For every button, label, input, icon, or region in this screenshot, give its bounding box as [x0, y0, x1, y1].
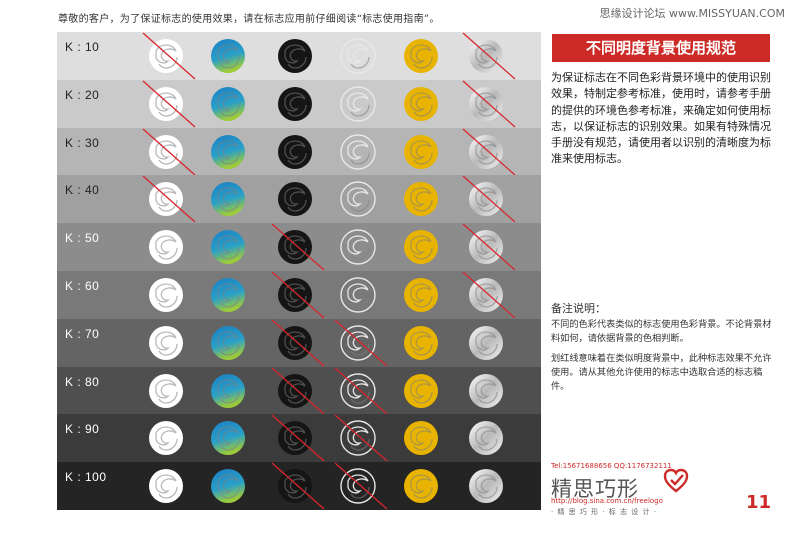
row-label: K : 60 — [65, 279, 100, 293]
row-label: K : 100 — [65, 470, 107, 485]
row-label: K : 20 — [65, 87, 100, 102]
logo-white-icon — [149, 134, 183, 169]
logo-gold-icon — [404, 39, 438, 73]
intro-text: 尊敬的客户，为了保证标志的使用效果，请在标志应用前仔细阅读“标志使用指南”。 — [58, 14, 440, 25]
brightness-row: K : 40 — [57, 175, 541, 224]
row-label: K : 80 — [65, 374, 100, 389]
logo-full-color-icon — [211, 86, 245, 121]
logo-outline-icon — [340, 38, 376, 74]
logo-white-icon — [149, 278, 183, 312]
logo-white-icon — [149, 373, 183, 408]
notes-title: 备注说明： — [551, 302, 606, 315]
logo-silver-icon — [469, 182, 503, 217]
logo-gold-icon — [404, 134, 438, 169]
logo-silver-icon — [469, 278, 503, 312]
logo-black-icon — [278, 86, 312, 121]
logo-full-color-icon — [211, 278, 245, 312]
logo-white-icon — [149, 325, 183, 360]
logo-gold-icon — [404, 86, 438, 121]
brightness-grid: K : 10 K : 20 — [57, 32, 541, 510]
logo-black-icon — [278, 39, 312, 73]
row-label: K : 40 — [65, 183, 100, 198]
logo-black-icon — [278, 325, 312, 360]
page-number: 11 — [746, 492, 772, 513]
watermark: 思缘设计论坛 www.MISSYUAN.COM — [599, 7, 785, 20]
row-label: K : 30 — [65, 135, 100, 150]
logo-black-icon — [278, 373, 312, 408]
logo-silver-icon — [469, 373, 503, 408]
logo-outline-icon — [340, 133, 376, 170]
logo-black-icon — [278, 230, 312, 265]
logo-silver-icon — [469, 421, 503, 456]
logo-silver-icon — [469, 325, 503, 360]
brightness-row: K : 100 — [57, 462, 541, 510]
logo-full-color-icon — [211, 182, 245, 217]
brightness-row: K : 10 — [57, 32, 541, 80]
logo-white-icon — [149, 39, 183, 73]
brand-url: http://blog.sina.com.cn/freelogo — [551, 497, 663, 505]
heart-check-icon — [663, 468, 689, 493]
brand-tagline: · 精 思 巧 形 · 标 志 设 计 · — [551, 508, 657, 516]
logo-silver-icon — [469, 39, 503, 73]
logo-full-color-icon — [211, 469, 245, 504]
brightness-row: K : 30 — [57, 127, 541, 176]
logo-black-icon — [278, 421, 312, 456]
row-label: K : 50 — [65, 231, 100, 246]
logo-full-color-icon — [211, 134, 245, 169]
brand-name: 精思巧形 — [551, 477, 639, 501]
logo-silver-icon — [469, 86, 503, 121]
logo-full-color-icon — [211, 39, 245, 73]
logo-full-color-icon — [211, 421, 245, 456]
logo-outline-icon — [340, 86, 376, 122]
logo-gold-icon — [404, 469, 438, 504]
row-label: K : 90 — [65, 422, 100, 437]
logo-outline-icon — [340, 372, 376, 409]
section-title: 不同明度背景使用规范 — [552, 34, 770, 62]
logo-gold-icon — [404, 182, 438, 217]
logo-white-icon — [149, 421, 183, 456]
logo-white-icon — [149, 182, 183, 217]
logo-gold-icon — [404, 325, 438, 360]
brightness-row: K : 90 — [57, 414, 541, 463]
logo-outline-icon — [340, 420, 376, 457]
description: 为保证标志在不同色彩背景环境中的使用识别效果，特制定参考标准，使用时，请参考手册… — [551, 71, 771, 166]
logo-silver-icon — [469, 134, 503, 169]
logo-outline-icon — [340, 229, 376, 265]
logo-outline-icon — [340, 468, 376, 504]
logo-black-icon — [278, 469, 312, 504]
logo-white-icon — [149, 86, 183, 121]
logo-full-color-icon — [211, 230, 245, 265]
logo-outline-icon — [340, 277, 376, 313]
brightness-row: K : 80 — [57, 366, 541, 415]
logo-white-icon — [149, 469, 183, 504]
note-2: 划红线意味着在类似明度背景中，此种标志效果不允许使用。请从其他允许使用的标志中选… — [551, 353, 772, 392]
brightness-row: K : 70 — [57, 318, 541, 367]
brightness-row: K : 20 — [57, 79, 541, 128]
brand-contact: Tel:15671688656 QQ:1176732111 — [551, 462, 672, 470]
logo-outline-icon — [340, 325, 376, 361]
logo-full-color-icon — [211, 325, 245, 360]
brightness-row: K : 50 — [57, 223, 541, 271]
logo-silver-icon — [469, 469, 503, 504]
logo-silver-icon — [469, 230, 503, 265]
brightness-row: K : 60 — [57, 271, 541, 319]
logo-gold-icon — [404, 278, 438, 312]
note-1: 不同的色彩代表类似的标志使用色彩背景。不论背景材料如何，请依据背景的色相判断。 — [551, 319, 772, 344]
row-label: K : 10 — [65, 40, 100, 54]
logo-black-icon — [278, 134, 312, 169]
logo-full-color-icon — [211, 373, 245, 408]
notes: 不同的色彩代表类似的标志使用色彩背景。不论背景材料如何，请依据背景的色相判断。 … — [551, 318, 777, 400]
logo-black-icon — [278, 278, 312, 312]
logo-white-icon — [149, 230, 183, 265]
logo-outline-icon — [340, 181, 376, 218]
logo-gold-icon — [404, 421, 438, 456]
logo-gold-icon — [404, 230, 438, 265]
logo-black-icon — [278, 182, 312, 217]
row-label: K : 70 — [65, 326, 100, 341]
logo-gold-icon — [404, 373, 438, 408]
